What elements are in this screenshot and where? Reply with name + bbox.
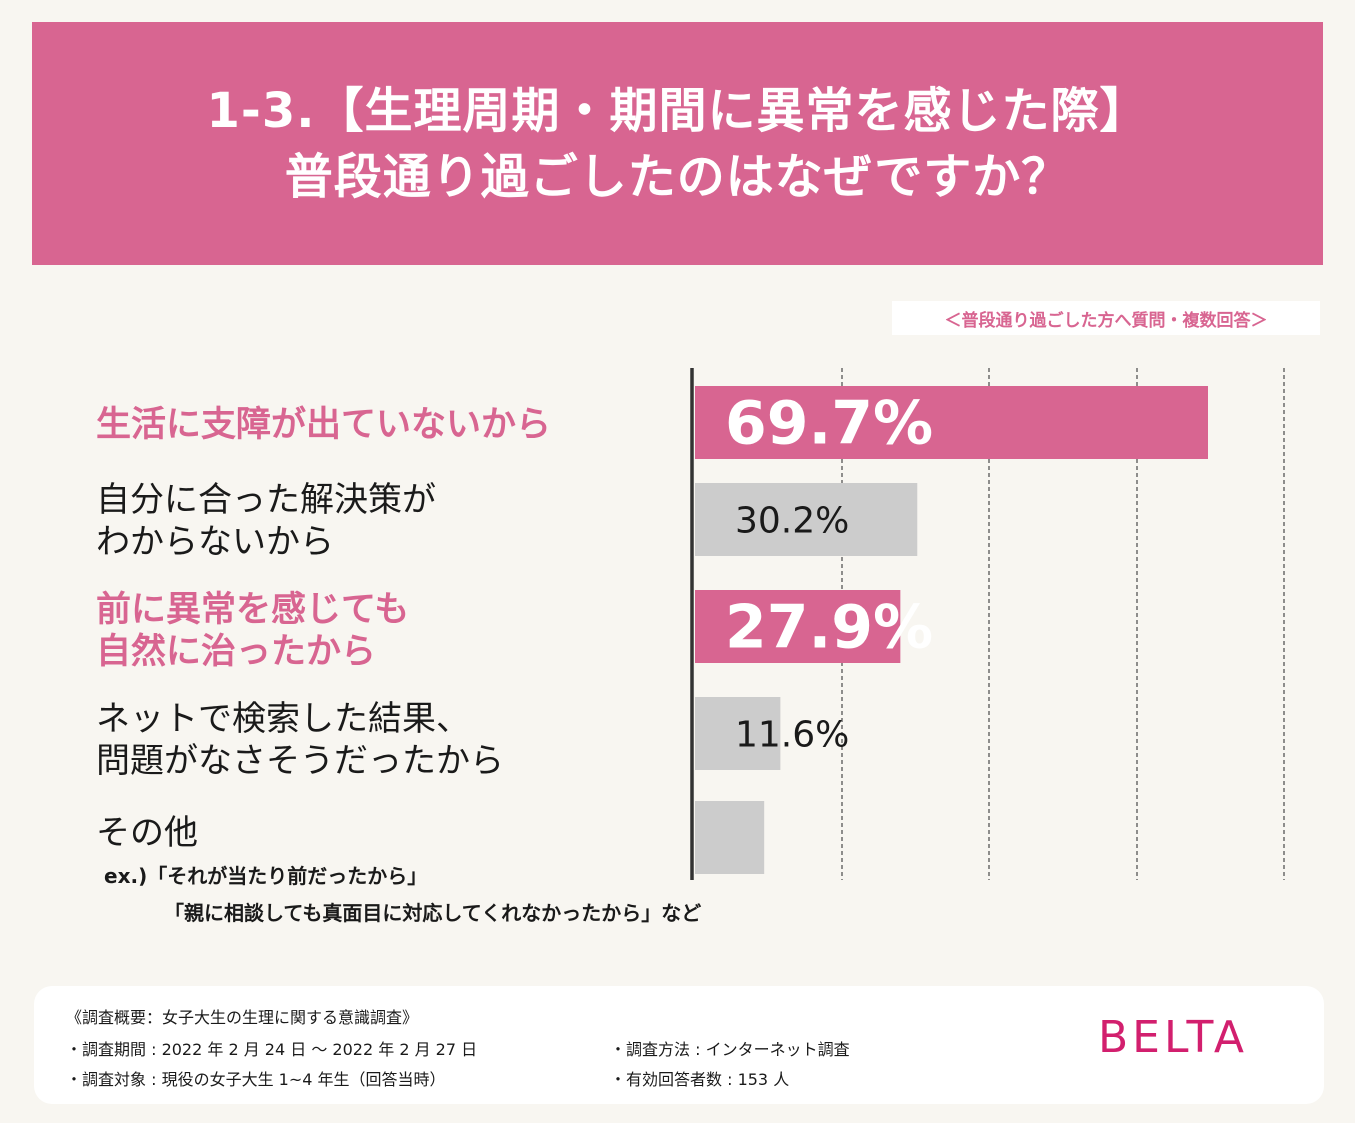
survey-heading: 《調査概要：女子大生の生理に関する意識調査》 — [66, 1008, 419, 1027]
question-note: ＜普段通り過ごした方へ質問・複数回答＞ — [892, 301, 1320, 335]
category-label-3: 前に異常を感じても 自然に治ったから — [96, 589, 409, 673]
category-label-5-line-1: その他 — [96, 813, 198, 853]
category-label-1: 生活に支障が出ていないから — [96, 404, 551, 446]
category-label-2-line-1: 自分に合った解決策が — [96, 480, 436, 520]
category-label-2-line-2: わからないから — [96, 522, 334, 562]
bar-4 — [695, 697, 781, 770]
category-label-3-line-1: 前に異常を感じても — [96, 590, 410, 630]
data-label-2: 30.2% — [735, 501, 849, 542]
category-label-1-line-1: 生活に支障が出ていないから — [96, 405, 552, 445]
category-label-2: 自分に合った解決策が わからないから — [96, 479, 436, 563]
title-banner: 1-3.【生理周期・期間に異常を感じた際】 普段通り過ごしたのはなぜですか？ — [32, 22, 1323, 265]
bar-1 — [695, 386, 1208, 459]
bar-2 — [695, 483, 918, 556]
category-label-3-line-2: 自然に治ったから — [96, 632, 377, 672]
survey-respondents: ・有効回答者数 : 153 人 — [610, 1070, 790, 1089]
data-label-3: 27.9% — [725, 593, 933, 663]
data-label-4: 11.6% — [735, 715, 849, 756]
category-label-4-line-1: ネットで検索した結果、 — [96, 699, 470, 739]
category-label-4: ネットで検索した結果、 問題がなさそうだったから — [96, 698, 504, 782]
brand-logo: BELTA — [1098, 1012, 1249, 1063]
category-label-4-line-2: 問題がなさそうだったから — [96, 741, 504, 781]
other-example-1: ex.)「それが当たり前だったから」 — [104, 864, 428, 888]
data-label-1: 69.7% — [725, 389, 933, 459]
other-example-2: 「親に相談しても真面目に対応してくれなかったから」など — [164, 901, 702, 925]
bar-3 — [695, 590, 901, 663]
survey-method: ・調査方法 : インターネット調査 — [610, 1040, 850, 1059]
title-line-2: 普段通り過ごしたのはなぜですか？ — [284, 148, 1071, 205]
category-label-5: その他 — [96, 812, 198, 854]
title-line-1: 1-3.【生理周期・期間に異常を感じた際】 — [206, 82, 1149, 139]
survey-target: ・調査対象 : 現役の女子大生 1~4 年生（回答当時） — [66, 1070, 446, 1089]
bar-5 — [695, 801, 765, 874]
survey-period: ・調査期間 : 2022 年 2 月 24 日 ～ 2022 年 2 月 27 … — [66, 1040, 478, 1059]
survey-summary — [34, 986, 1324, 1104]
